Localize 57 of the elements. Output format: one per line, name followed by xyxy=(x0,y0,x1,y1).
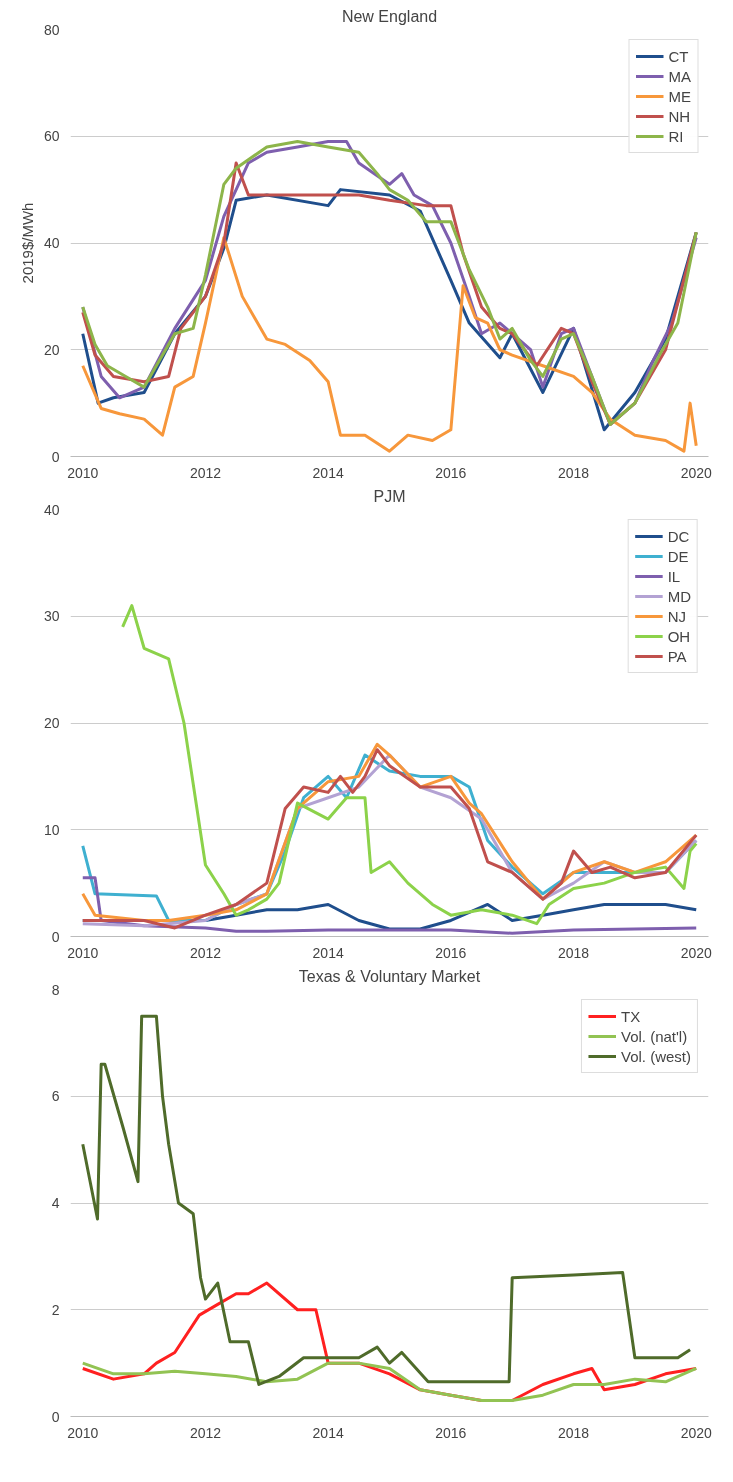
x-tick-label: 2020 xyxy=(680,464,713,481)
x-tick-label: 2018 xyxy=(557,1424,590,1441)
x-tick-label: 2010 xyxy=(67,464,99,481)
chart-title: Texas & Voluntary Market xyxy=(298,967,481,985)
x-tick-label: 2012 xyxy=(189,1424,222,1441)
legend-label: MA xyxy=(668,67,691,85)
y-tick-label: 0 xyxy=(51,928,60,945)
y-tick-label: 0 xyxy=(51,448,60,465)
x-tick-label: 2016 xyxy=(435,464,467,481)
x-tick-label: 2018 xyxy=(557,944,590,961)
chart-title: PJM xyxy=(373,487,406,505)
legend-label: NH xyxy=(668,107,691,125)
x-tick-label: 2014 xyxy=(312,944,344,961)
x-tick-label: 2012 xyxy=(189,944,222,961)
x-tick-label: 2018 xyxy=(557,464,590,481)
x-tick-label: 2016 xyxy=(435,944,467,961)
legend-label: IL xyxy=(667,567,682,585)
legend-label: NJ xyxy=(667,607,687,625)
y-tick-label: 20 xyxy=(43,341,60,358)
x-tick-label: 2016 xyxy=(435,1424,467,1441)
legend-label: PA xyxy=(667,647,688,665)
x-tick-label: 2020 xyxy=(680,1424,713,1441)
y-tick-label: 40 xyxy=(43,501,60,518)
legend-label: CT xyxy=(668,47,689,65)
y-tick-label: 10 xyxy=(43,821,60,838)
legend-label: DC xyxy=(667,527,690,545)
y-tick-label: 20 xyxy=(43,715,60,731)
line-series xyxy=(121,604,698,926)
y-tick-label: 4 xyxy=(51,1195,60,1211)
y-tick-label: 40 xyxy=(43,235,60,251)
y-tick-label: 60 xyxy=(43,128,60,145)
line-series xyxy=(81,236,698,453)
line-series xyxy=(81,1361,698,1402)
y-tick-label: 0 xyxy=(51,1408,60,1425)
legend-label: ME xyxy=(668,87,691,105)
y-axis-title: 2019$/MWh xyxy=(18,202,36,284)
x-tick-label: 2010 xyxy=(67,944,99,961)
legend-label: TX xyxy=(620,1007,641,1025)
x-tick-label: 2014 xyxy=(312,1424,344,1441)
line-series xyxy=(81,876,698,935)
y-tick-label: 2 xyxy=(51,1301,60,1318)
y-tick-label: 30 xyxy=(43,608,60,625)
y-tick-label: 6 xyxy=(51,1088,60,1105)
legend-label: OH xyxy=(667,627,691,645)
x-tick-label: 2012 xyxy=(189,464,222,481)
chart-title: New England xyxy=(341,7,438,25)
y-tick-label: 80 xyxy=(43,21,60,38)
x-tick-label: 2014 xyxy=(312,464,344,481)
legend-label: DE xyxy=(667,547,689,565)
legend-label: MD xyxy=(667,587,691,605)
x-tick-label: 2020 xyxy=(680,944,713,961)
legend-label: Vol. (west) xyxy=(620,1047,691,1065)
line-series xyxy=(81,1014,692,1386)
y-tick-label: 8 xyxy=(51,981,60,998)
legend-label: RI xyxy=(668,127,685,145)
x-tick-label: 2010 xyxy=(67,1424,99,1441)
legend-label: Vol. (nat'l) xyxy=(620,1027,688,1045)
